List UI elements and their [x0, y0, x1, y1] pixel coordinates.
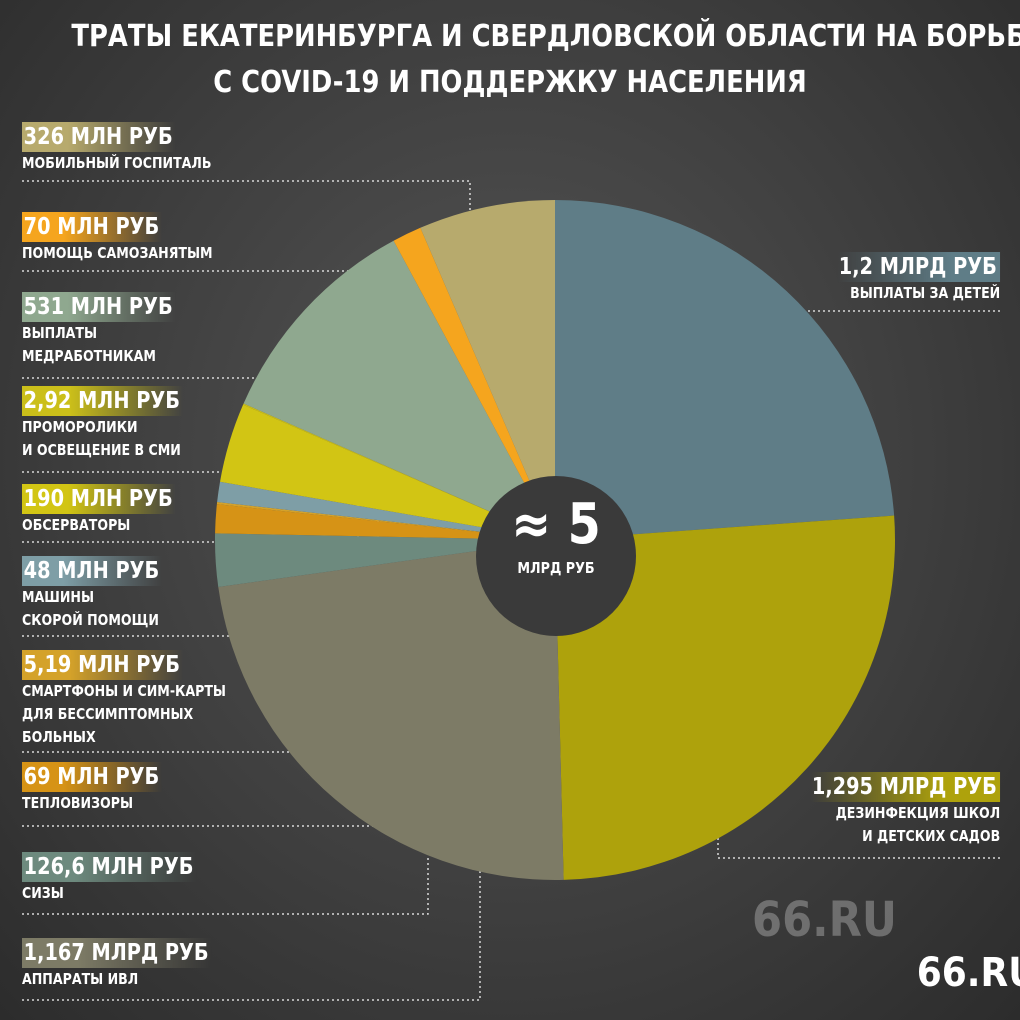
slice-amount: 69 МЛН РУБ	[22, 762, 163, 792]
slice-label: 5,19 МЛН РУБ СМАРТФОНЫ И СИМ-КАРТЫ ДЛЯ БЕС…	[22, 650, 265, 749]
slice-description: ПРОМОРОЛИКИ	[22, 418, 138, 436]
slice-description: МОБИЛЬНЫЙ ГОСПИТАЛЬ	[22, 154, 212, 172]
slice-amount: 126,6 МЛН РУБ	[22, 852, 197, 882]
slice-description: ДЕЗИНФЕКЦИЯ ШКОЛ	[835, 804, 1000, 822]
pie-slice	[555, 200, 895, 540]
slice-description: ПОМОЩЬ САМОЗАНЯТЫМ	[22, 244, 213, 262]
slice-amount: 1,2 МЛРД РУБ	[836, 252, 1000, 282]
slice-description: МАШИНЫ	[22, 588, 95, 606]
slice-description: МЕДРАБОТНИКАМ	[22, 347, 156, 365]
slice-description: ТЕПЛОВИЗОРЫ	[22, 794, 134, 812]
slice-label: 69 МЛН РУБ ТЕПЛОВИЗОРЫ	[22, 762, 189, 815]
brand-logo-text: 66.RU	[916, 950, 1020, 996]
slice-description: СИЗЫ	[22, 884, 64, 902]
slice-amount: 1,295 МЛРД РУБ	[809, 772, 1000, 802]
pie-slice	[420, 200, 555, 540]
slice-description: ВЫПЛАТЫ ЗА ДЕТЕЙ	[849, 284, 1000, 302]
slice-amount: 190 МЛН РУБ	[22, 484, 177, 514]
slice-description: ДЛЯ БЕССИМПТОМНЫХ	[22, 705, 194, 723]
slice-label: 70 МЛН РУБ ПОМОЩЬ САМОЗАНЯТЫМ	[22, 212, 249, 265]
chart-title: ТРАТЫ ЕКАТЕРИНБУРГА И СВЕРДЛОВСКОЙ ОБЛАС…	[71, 14, 1020, 106]
slice-description: ВЫПЛАТЫ	[22, 324, 98, 342]
pie-slices	[214, 200, 896, 880]
pie-slice	[220, 404, 555, 540]
slice-amount: 48 МЛН РУБ	[22, 556, 163, 586]
slice-label: 2,92 МЛН РУБ ПРОМОРОЛИКИ И ОСВЕЩЕНИЕ В СМИ	[22, 386, 214, 462]
chart-title-line-2: С COVID-19 И ПОДДЕРЖКУ НАСЕЛЕНИЯ	[213, 65, 807, 100]
pie-slice	[215, 504, 555, 540]
pie-slice	[393, 227, 555, 541]
slice-label: 1,295 МЛРД РУБ ДЕЗИНФЕКЦИЯ ШКОЛ И ДЕТСКИХ …	[774, 772, 1000, 848]
slice-description: ОБСЕРВАТОРЫ	[22, 516, 131, 534]
total-unit: МЛРД РУБ	[517, 559, 595, 577]
total-circle: ≈ 5 МЛРД РУБ	[476, 476, 636, 636]
watermark-logo-text: 66.RU	[752, 892, 897, 948]
slice-description: СКОРОЙ ПОМОЩИ	[22, 611, 159, 629]
slice-description: АППАРАТЫ ИВЛ	[22, 970, 139, 988]
slice-description: СМАРТФОНЫ И СИМ-КАРТЫ	[22, 682, 226, 700]
pie-slice	[243, 403, 555, 540]
slice-amount: 70 МЛН РУБ	[22, 212, 163, 242]
chart-title-line-1: ТРАТЫ ЕКАТЕРИНБУРГА И СВЕРДЛОВСКОЙ ОБЛАС…	[71, 19, 1020, 54]
brand-logo: 66.RU	[910, 950, 1020, 996]
pie-slice	[555, 515, 896, 880]
pie-slice	[216, 501, 555, 540]
pie-slice	[217, 481, 555, 540]
slice-description: И ДЕТСКИХ САДОВ	[861, 827, 1000, 845]
leader-line	[22, 448, 341, 473]
pie-slice	[218, 540, 564, 880]
pie-slice	[243, 240, 555, 541]
slice-label: 531 МЛН РУБ ВЫПЛАТЫ МЕДРАБОТНИКАМ	[22, 292, 205, 368]
slice-label: 126,6 МЛН РУБ СИЗЫ	[22, 852, 230, 905]
leader-line	[717, 692, 1000, 859]
slice-label: 48 МЛН РУБ МАШИНЫ СКОРОЙ ПОМОЩИ	[22, 556, 189, 632]
slice-label: 326 МЛН РУБ МОБИЛЬНЫЙ ГОСПИТАЛЬ	[22, 122, 248, 175]
slice-amount: 531 МЛН РУБ	[22, 292, 177, 322]
slice-label: 1,2 МЛРД РУБ ВЫПЛАТЫ ЗА ДЕТЕЙ	[806, 252, 1000, 305]
watermark-logo: 66.RU	[744, 892, 905, 948]
slice-amount: 1,167 МЛРД РУБ	[22, 938, 213, 968]
slice-amount: 5,19 МЛН РУБ	[22, 650, 184, 680]
slice-amount: 326 МЛН РУБ	[22, 122, 177, 152]
slice-description: И ОСВЕЩЕНИЕ В СМИ	[22, 441, 181, 459]
total-value: ≈ 5	[511, 492, 601, 557]
slice-label: 190 МЛН РУБ ОБСЕРВАТОРЫ	[22, 484, 205, 537]
slice-description: БОЛЬНЫХ	[22, 728, 96, 746]
slice-amount: 2,92 МЛН РУБ	[22, 386, 184, 416]
slice-label: 1,167 МЛРД РУБ АППАРАТЫ ИВЛ	[22, 938, 248, 991]
pie-slice	[214, 533, 556, 587]
